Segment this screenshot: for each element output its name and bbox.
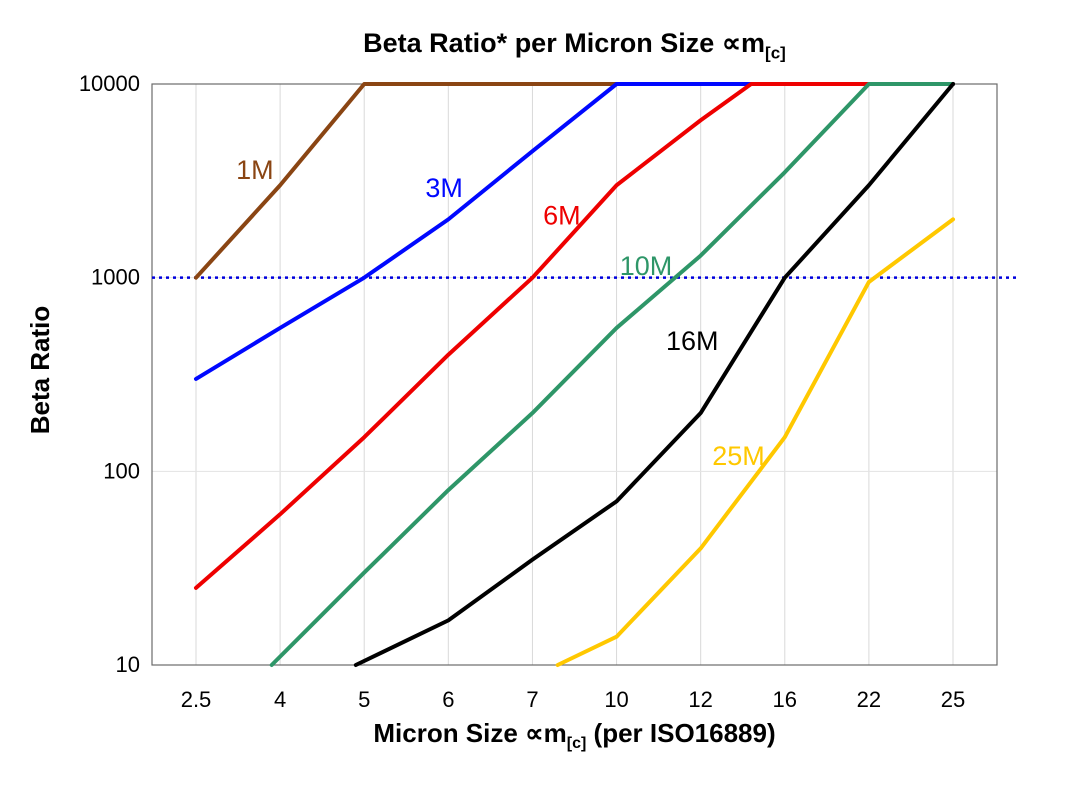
x-tick-label: 4 xyxy=(274,687,286,712)
y-tick-label: 100 xyxy=(103,458,140,483)
x-tick-label: 12 xyxy=(688,687,712,712)
y-axis-title: Beta Ratio xyxy=(25,305,55,435)
x-tick-label: 5 xyxy=(358,687,370,712)
x-tick-label: 16 xyxy=(773,687,797,712)
series-line-10M xyxy=(269,82,955,667)
x-axis-title-text: Micron Size ∝m xyxy=(373,718,567,748)
x-tick-label: 22 xyxy=(857,687,881,712)
y-tick-label: 10 xyxy=(116,652,140,677)
x-tick-label: 2.5 xyxy=(181,687,212,712)
series-line-16M xyxy=(353,82,955,667)
x-tick-label: 6 xyxy=(442,687,454,712)
x-tick-label: 25 xyxy=(941,687,965,712)
series-line-25M xyxy=(555,217,955,667)
series-label-3M: 3M xyxy=(425,173,463,203)
x-axis-title-subscript: [c] xyxy=(566,735,587,753)
chart-title: Beta Ratio* per Micron Size ∝m[c] xyxy=(152,28,997,63)
y-tick-label: 1000 xyxy=(91,265,140,290)
x-axis-title: Micron Size ∝m[c] (per ISO16889) xyxy=(152,718,997,753)
plot-border xyxy=(151,83,998,666)
series-label-10M: 10M xyxy=(620,251,673,281)
series-label-16M: 16M xyxy=(666,326,719,356)
chart-title-text: Beta Ratio* per Micron Size ∝m xyxy=(363,28,766,58)
y-tick-label: 10000 xyxy=(79,71,140,96)
x-axis-title-suffix: (per ISO16889) xyxy=(586,718,776,748)
series-line-3M xyxy=(194,82,955,381)
x-tick-label: 10 xyxy=(604,687,628,712)
series-label-25M: 25M xyxy=(712,441,765,471)
series-label-6M: 6M xyxy=(543,200,581,230)
series-label-1M: 1M xyxy=(236,155,274,185)
series-line-6M xyxy=(194,82,955,590)
x-tick-label: 7 xyxy=(526,687,538,712)
chart-title-subscript: [c] xyxy=(765,43,786,63)
